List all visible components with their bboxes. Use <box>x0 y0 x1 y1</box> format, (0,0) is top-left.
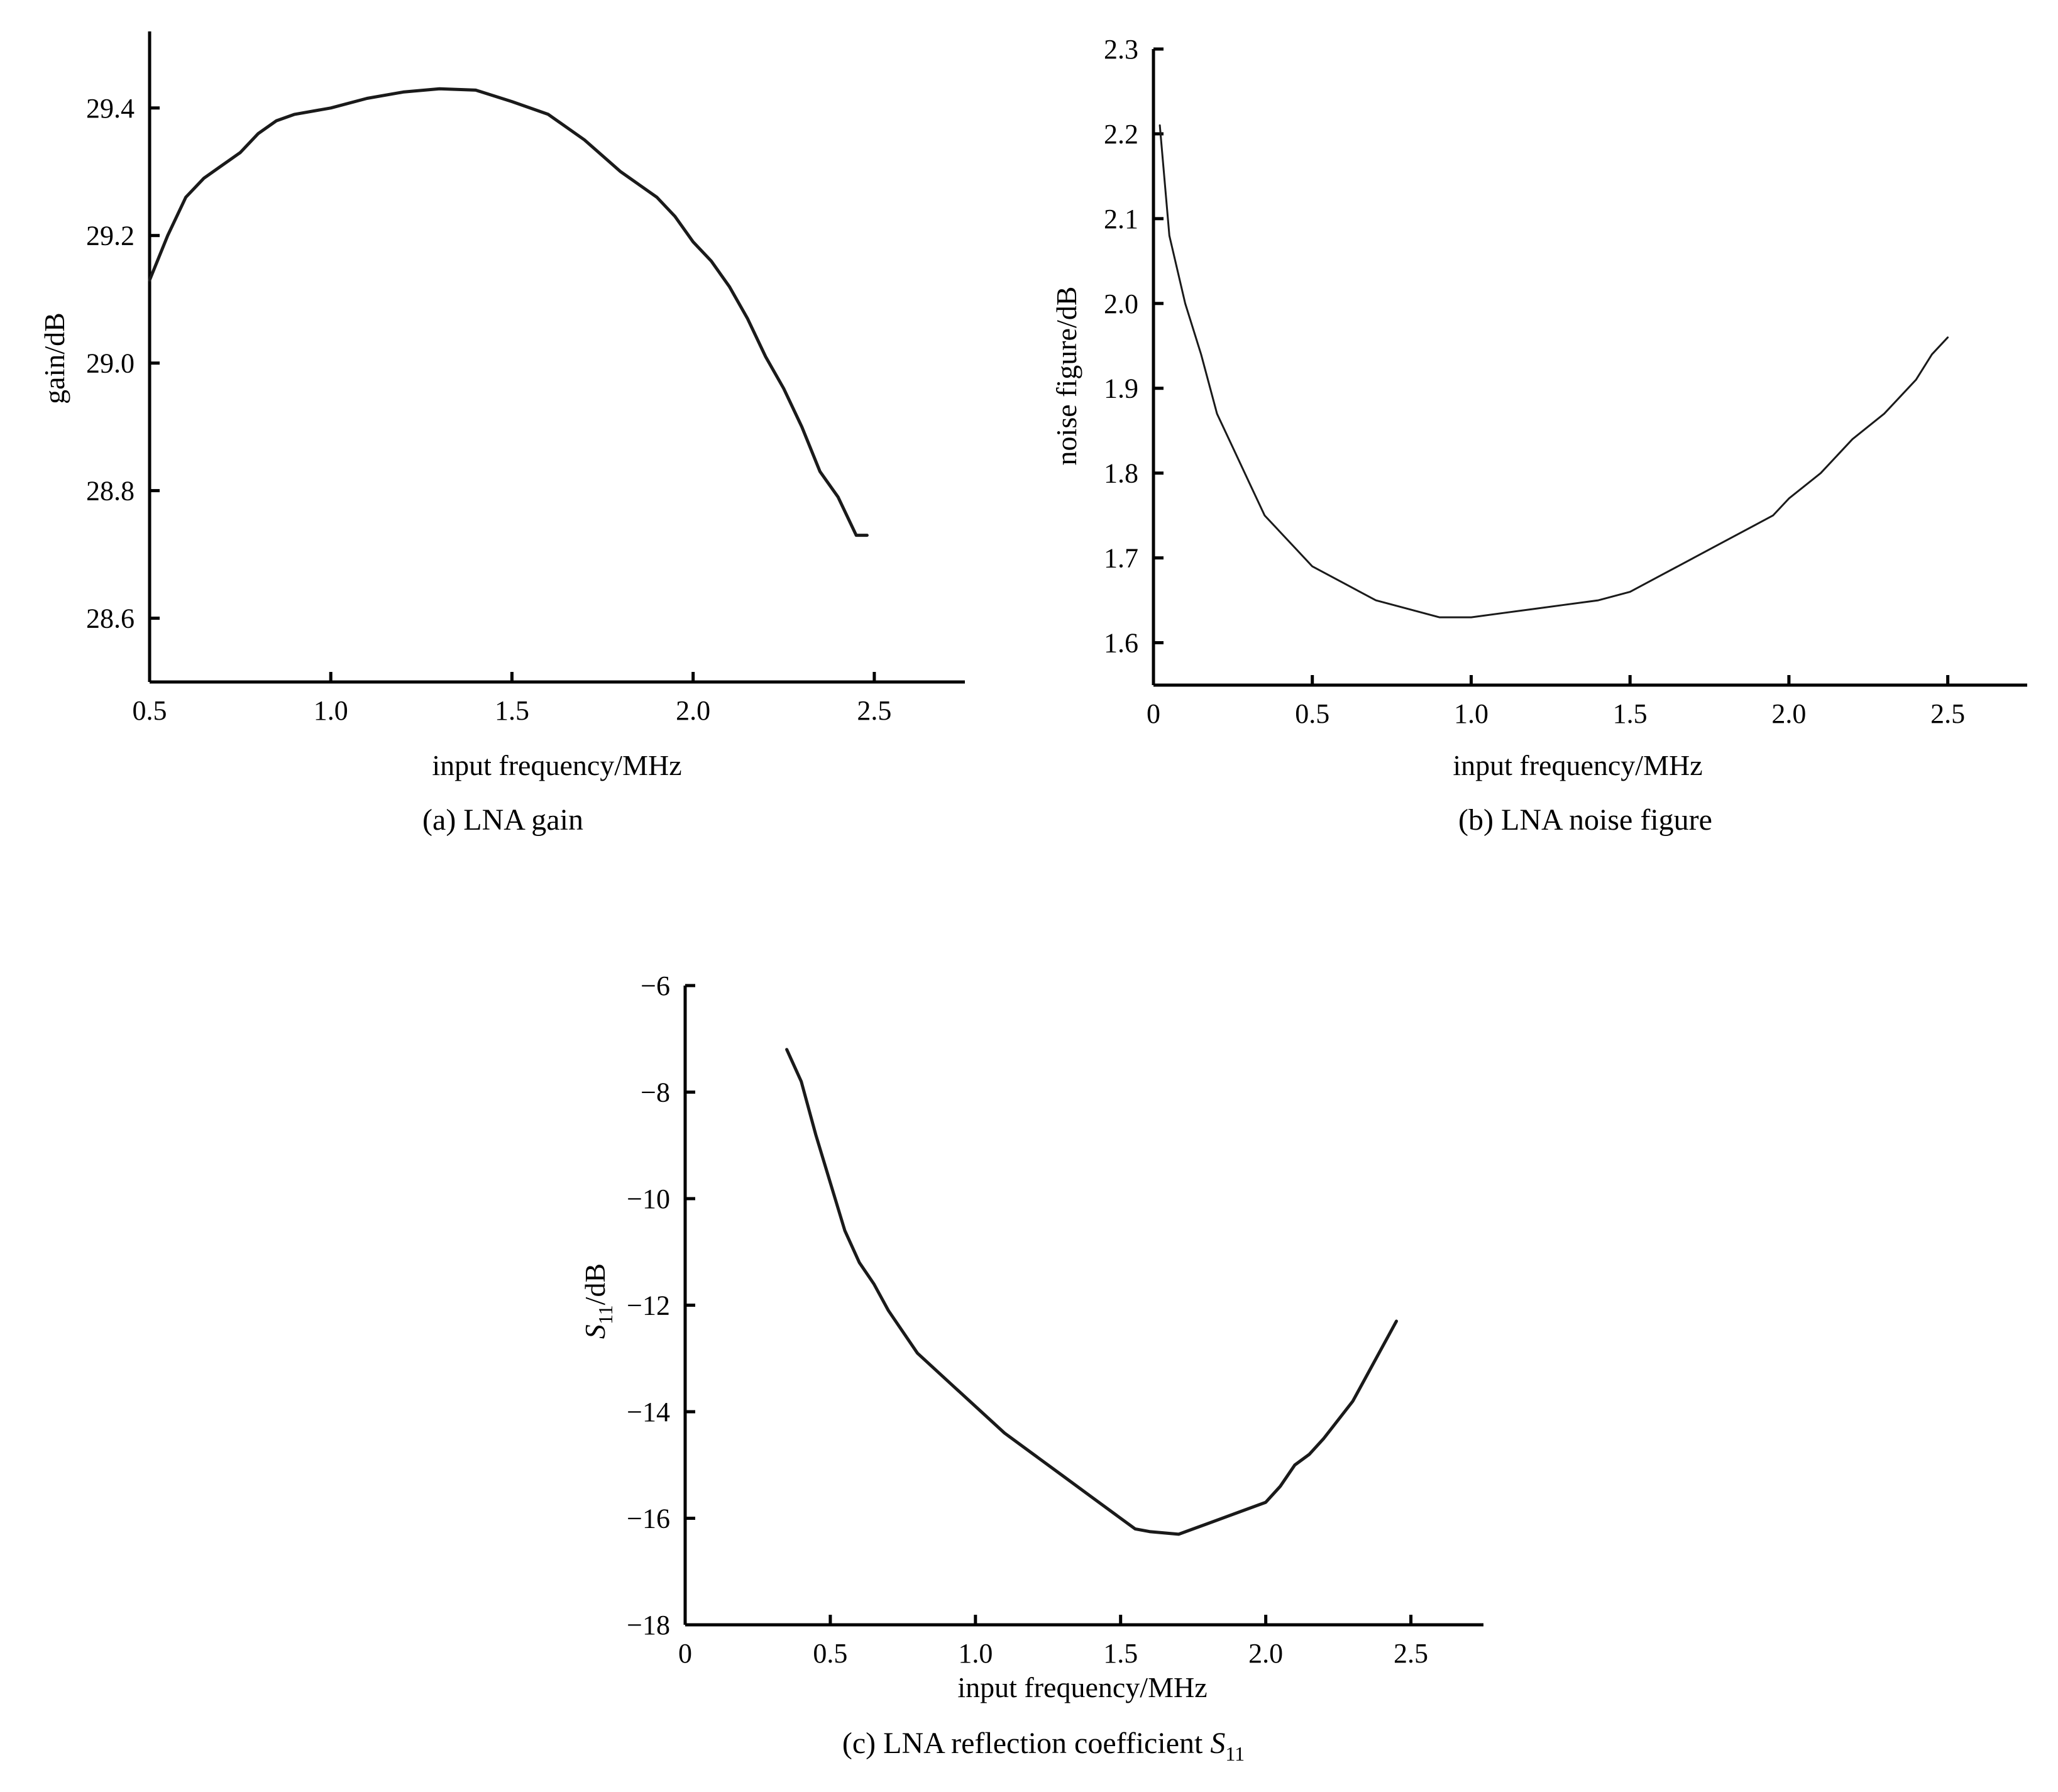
caption-symbol: S <box>1210 1727 1225 1760</box>
x-tick-label: 2.5 <box>1930 698 1965 729</box>
x-tick-label: 1.0 <box>314 695 348 726</box>
y-tick-label: 29.4 <box>86 93 135 124</box>
y-tick-label: 2.3 <box>1104 34 1138 65</box>
y-tick-label: 2.1 <box>1104 204 1138 234</box>
gain-series-line <box>148 87 869 537</box>
y-tick-label: 29.2 <box>86 221 135 251</box>
y-tick-label: 28.8 <box>86 476 135 507</box>
noise-figure-series-line <box>1158 124 1949 618</box>
y-axis-title: noise figure/dB <box>1050 287 1082 466</box>
chart-caption: (c) LNA reflection coefficient S11 <box>842 1727 1245 1765</box>
y-axis-title: gain/dB <box>38 312 70 404</box>
y-tick-label: −18 <box>627 1610 670 1641</box>
y-axis-unit: /dB <box>579 1263 611 1305</box>
y-tick-label: −14 <box>627 1397 670 1427</box>
y-ticks: 1.6 1.7 1.8 1.9 2.0 2.1 2.2 2.3 <box>1104 34 1164 659</box>
y-tick-label: −12 <box>627 1290 670 1321</box>
y-axis-subscript: 11 <box>594 1305 617 1324</box>
y-tick-label: 2.2 <box>1104 119 1138 150</box>
y-tick-label: −10 <box>627 1184 670 1214</box>
x-ticks: 0 0.5 1.0 1.5 2.0 2.5 <box>1147 675 1965 729</box>
x-tick-label: 2.5 <box>1394 1638 1428 1669</box>
x-tick-label: 1.5 <box>495 695 529 726</box>
caption-main: (c) LNA reflection coefficient <box>842 1727 1211 1760</box>
x-axis-title: input frequency/MHz <box>957 1671 1207 1703</box>
x-tick-label: 2.0 <box>1248 1638 1283 1669</box>
y-tick-label: −16 <box>627 1503 670 1534</box>
x-tick-label: 2.0 <box>676 695 710 726</box>
y-ticks: 28.6 28.8 29.0 29.2 29.4 <box>86 93 160 634</box>
x-tick-label: 1.0 <box>958 1638 993 1669</box>
x-tick-label: 0.5 <box>813 1638 847 1669</box>
chart-gain: 0.5 1.0 1.5 2.0 2.5 28.6 28.8 29.0 29.2 29.4 inp… <box>38 31 965 837</box>
y-tick-label: −8 <box>641 1077 670 1108</box>
chart-reflection-coefficient: 0 0.5 1.0 1.5 2.0 2.5 −18 −16 −14 −12 −10 −8 −6 inp… <box>579 970 1483 1765</box>
y-tick-label: 1.6 <box>1104 628 1138 659</box>
x-ticks: 0 0.5 1.0 1.5 2.0 2.5 <box>678 1615 1428 1669</box>
x-tick-label: 2.5 <box>857 695 891 726</box>
x-axis-title: input frequency/MHz <box>432 749 681 781</box>
x-tick-label: 0 <box>678 1638 692 1669</box>
y-tick-label: 28.6 <box>86 603 135 634</box>
y-tick-label: 29.0 <box>86 348 135 379</box>
y-tick-label: 1.8 <box>1104 458 1138 489</box>
chart-caption: (b) LNA noise figure <box>1458 803 1712 837</box>
x-tick-label: 2.0 <box>1771 698 1806 729</box>
x-ticks: 0.5 1.0 1.5 2.0 2.5 <box>133 672 891 726</box>
x-axis-title: input frequency/MHz <box>1453 749 1702 781</box>
chart-caption: (a) LNA gain <box>422 803 583 837</box>
y-tick-label: 1.9 <box>1104 373 1138 404</box>
chart-noise-figure: 0 0.5 1.0 1.5 2.0 2.5 1.6 1.7 1.8 1.9 2.0 2.1 2.2 2.… <box>1050 34 2027 837</box>
y-tick-label: 2.0 <box>1104 289 1138 319</box>
x-tick-label: 1.0 <box>1454 698 1488 729</box>
y-axis-title: S11/dB <box>579 1263 617 1339</box>
s11-series-line <box>785 1048 1398 1536</box>
x-tick-label: 0.5 <box>133 695 167 726</box>
x-tick-label: 0 <box>1147 698 1160 729</box>
y-axis-symbol: S <box>579 1324 611 1339</box>
y-tick-label: −6 <box>641 970 670 1001</box>
y-ticks: −18 −16 −14 −12 −10 −8 −6 <box>627 970 695 1641</box>
x-tick-label: 0.5 <box>1295 698 1329 729</box>
caption-subscript: 11 <box>1225 1742 1245 1765</box>
x-tick-label: 1.5 <box>1613 698 1648 729</box>
x-tick-label: 1.5 <box>1103 1638 1138 1669</box>
y-tick-label: 1.7 <box>1104 543 1138 574</box>
